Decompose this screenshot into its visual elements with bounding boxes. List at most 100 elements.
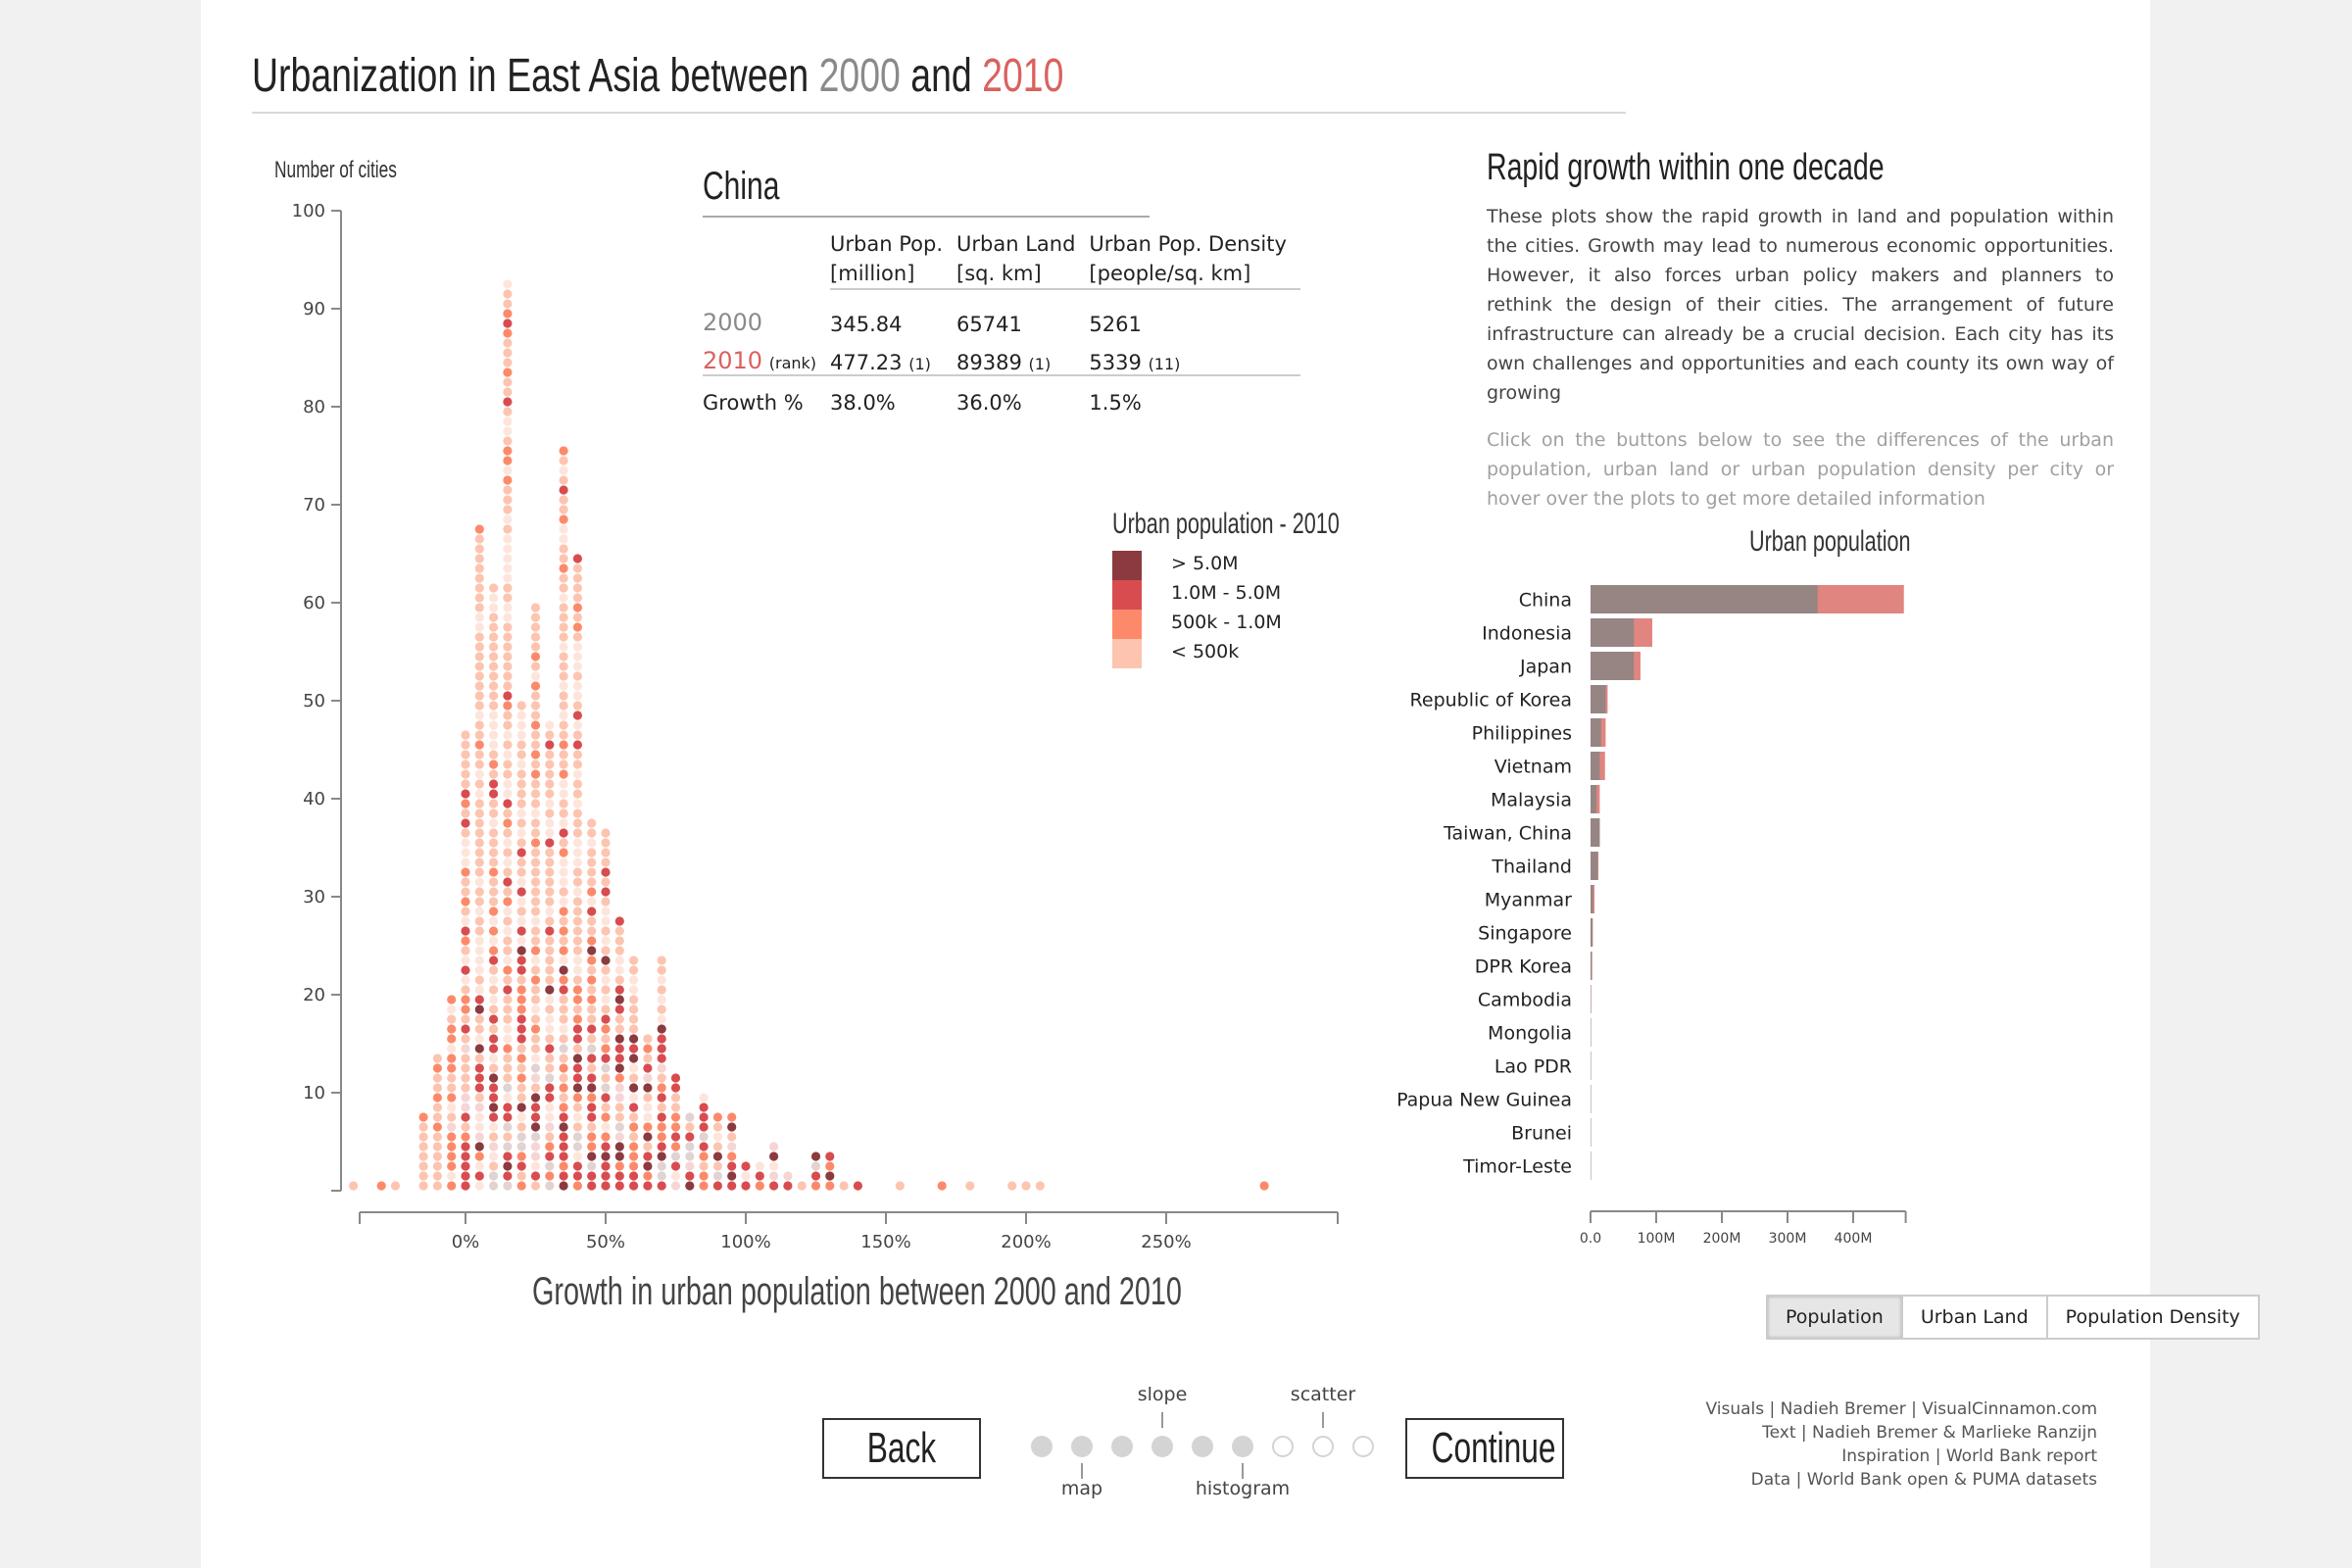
histogram-chart[interactable]: 10 20 30 40 50 60 70 80 90 100 0% 50% 100% 150% 200% 25… <box>201 0 1573 1313</box>
city-dot[interactable] <box>530 936 541 946</box>
city-dot[interactable] <box>559 740 568 750</box>
city-dot[interactable] <box>559 1171 568 1181</box>
city-dot[interactable] <box>461 926 470 936</box>
city-dot[interactable] <box>474 877 484 887</box>
city-dot[interactable] <box>643 1102 653 1112</box>
city-dot[interactable] <box>601 1181 611 1191</box>
city-dot[interactable] <box>489 975 499 985</box>
bar-2000[interactable] <box>1591 952 1592 980</box>
city-dot[interactable] <box>474 956 484 965</box>
city-dot[interactable] <box>530 1152 541 1161</box>
city-dot[interactable] <box>587 926 597 936</box>
city-dot[interactable] <box>699 1132 709 1142</box>
city-dot[interactable] <box>643 1034 653 1044</box>
city-dot[interactable] <box>587 1161 597 1171</box>
city-dot[interactable] <box>614 1112 624 1122</box>
city-dot[interactable] <box>503 877 513 887</box>
city-dot[interactable] <box>516 1132 526 1142</box>
city-dot[interactable] <box>572 1063 582 1073</box>
city-dot[interactable] <box>474 1112 484 1122</box>
city-dot[interactable] <box>572 916 582 926</box>
city-dot[interactable] <box>489 956 499 965</box>
city-dot[interactable] <box>461 760 470 769</box>
bar-2000[interactable] <box>1591 618 1635 647</box>
city-dot[interactable] <box>657 1112 666 1122</box>
city-dot[interactable] <box>712 1132 723 1142</box>
city-dot[interactable] <box>461 1044 470 1054</box>
city-dot[interactable] <box>461 750 470 760</box>
city-dot[interactable] <box>629 975 639 985</box>
city-dot[interactable] <box>587 1083 597 1093</box>
city-dot[interactable] <box>489 622 499 632</box>
city-dot[interactable] <box>503 1004 513 1014</box>
city-dot[interactable] <box>474 603 484 612</box>
city-dot[interactable] <box>559 838 568 848</box>
city-dot[interactable] <box>376 1181 386 1191</box>
city-dot[interactable] <box>825 1171 835 1181</box>
city-dot[interactable] <box>516 1024 526 1034</box>
city-dot[interactable] <box>503 416 513 426</box>
city-dot[interactable] <box>825 1152 835 1161</box>
city-dot[interactable] <box>447 1014 457 1024</box>
city-dot[interactable] <box>503 838 513 848</box>
city-dot[interactable] <box>614 1102 624 1112</box>
city-dot[interactable] <box>810 1152 821 1161</box>
city-dot[interactable] <box>614 1073 624 1083</box>
city-dot[interactable] <box>461 799 470 808</box>
city-dot[interactable] <box>432 1181 442 1191</box>
city-dot[interactable] <box>601 1093 611 1102</box>
city-dot[interactable] <box>461 1054 470 1063</box>
city-dot[interactable] <box>418 1132 428 1142</box>
city-dot[interactable] <box>545 760 555 769</box>
city-dot[interactable] <box>572 1132 582 1142</box>
city-dot[interactable] <box>474 1132 484 1142</box>
city-dot[interactable] <box>489 1014 499 1024</box>
city-dot[interactable] <box>559 1112 568 1122</box>
city-dot[interactable] <box>474 769 484 779</box>
city-dot[interactable] <box>629 1161 639 1171</box>
city-dot[interactable] <box>503 328 513 338</box>
city-dot[interactable] <box>643 1093 653 1102</box>
city-dot[interactable] <box>503 456 513 466</box>
city-dot[interactable] <box>545 946 555 956</box>
city-dot[interactable] <box>629 1171 639 1181</box>
city-dot[interactable] <box>503 1014 513 1024</box>
city-dot[interactable] <box>670 1142 681 1152</box>
city-dot[interactable] <box>503 740 513 750</box>
city-dot[interactable] <box>489 1152 499 1161</box>
city-dot[interactable] <box>489 985 499 995</box>
city-dot[interactable] <box>587 867 597 877</box>
city-dot[interactable] <box>643 1063 653 1073</box>
bar-2000[interactable] <box>1591 1118 1592 1147</box>
city-dot[interactable] <box>461 887 470 897</box>
city-dot[interactable] <box>503 426 513 436</box>
city-dot[interactable] <box>418 1152 428 1161</box>
city-dot[interactable] <box>447 1161 457 1171</box>
city-dot[interactable] <box>516 897 526 906</box>
city-dot[interactable] <box>474 554 484 564</box>
city-dot[interactable] <box>587 916 597 926</box>
city-dot[interactable] <box>587 818 597 828</box>
city-dot[interactable] <box>712 1152 723 1161</box>
city-dot[interactable] <box>489 1171 499 1181</box>
city-dot[interactable] <box>516 956 526 965</box>
city-dot[interactable] <box>629 1142 639 1152</box>
city-dot[interactable] <box>699 1112 709 1122</box>
city-dot[interactable] <box>516 828 526 838</box>
city-dot[interactable] <box>503 632 513 642</box>
city-dot[interactable] <box>601 1112 611 1122</box>
city-dot[interactable] <box>699 1181 709 1191</box>
city-dot[interactable] <box>614 1122 624 1132</box>
city-dot[interactable] <box>447 1054 457 1063</box>
city-dot[interactable] <box>643 1171 653 1181</box>
city-dot[interactable] <box>545 818 555 828</box>
city-dot[interactable] <box>461 1024 470 1034</box>
city-dot[interactable] <box>614 985 624 995</box>
city-dot[interactable] <box>489 808 499 818</box>
city-dot[interactable] <box>489 789 499 799</box>
city-dot[interactable] <box>474 916 484 926</box>
city-dot[interactable] <box>727 1181 737 1191</box>
city-dot[interactable] <box>572 1112 582 1122</box>
bar-2010[interactable] <box>1591 852 1599 880</box>
city-dot[interactable] <box>530 632 541 642</box>
